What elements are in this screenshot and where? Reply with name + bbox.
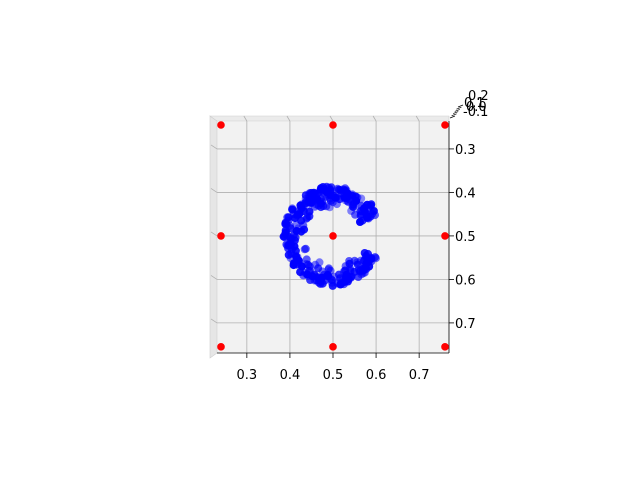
data-point — [347, 206, 356, 215]
data-point — [333, 184, 342, 193]
data-point — [286, 221, 294, 230]
data-point — [355, 267, 364, 276]
grid-hook-y-0 — [210, 144, 218, 150]
data-point — [325, 194, 334, 203]
grid-hook-y-1 — [210, 188, 218, 193]
grid-hook-x-0 — [243, 115, 248, 122]
y-tick-label-2: 0.5 — [455, 230, 476, 245]
data-point — [305, 207, 314, 216]
data-point — [288, 205, 297, 214]
red-marker-3 — [217, 232, 225, 240]
data-point — [345, 259, 354, 268]
data-point — [292, 220, 301, 229]
red-marker-2 — [441, 121, 449, 129]
data-point — [331, 193, 340, 202]
grid-hook-x-4 — [415, 115, 420, 122]
data-point — [311, 260, 320, 269]
grid-hook-y-3 — [210, 275, 218, 280]
z-tick-mark-4 — [456, 106, 462, 110]
data-point — [325, 183, 334, 192]
red-marker-1 — [329, 121, 337, 129]
data-point — [302, 214, 311, 223]
z-tick-label-0: 0.2 — [468, 89, 489, 104]
z-tick-mark-2 — [453, 111, 459, 114]
red-marker-6 — [217, 343, 225, 351]
data-point — [293, 211, 302, 220]
data-point — [364, 257, 373, 266]
data-point — [305, 193, 314, 202]
data-point — [297, 227, 306, 236]
data-point — [290, 242, 299, 251]
data-point — [364, 203, 373, 212]
data-point — [304, 271, 312, 280]
data-point — [293, 260, 302, 269]
red-marker-4 — [329, 232, 337, 240]
data-point — [351, 210, 360, 219]
data-point — [302, 260, 311, 268]
grid-hook-y-2 — [210, 231, 218, 237]
data-point — [317, 277, 326, 286]
data-point — [338, 185, 347, 194]
grid-hook-x-2 — [329, 115, 334, 122]
z-tick-mark-3 — [454, 109, 460, 112]
data-point — [296, 201, 305, 210]
data-point — [344, 275, 353, 284]
data-points — [279, 182, 380, 290]
y-tick-label-0: 0.3 — [455, 143, 476, 158]
z-tick-label-3: -0.1 — [463, 105, 488, 120]
red-marker-5 — [441, 232, 449, 240]
data-point — [368, 209, 377, 218]
data-point — [301, 244, 310, 253]
pane-left-side — [209, 115, 218, 359]
data-point — [299, 221, 308, 230]
z-tick-mark-5 — [457, 104, 464, 108]
y-tick-label-4: 0.7 — [455, 317, 476, 332]
data-point — [342, 192, 351, 200]
y-tick-label-3: 0.6 — [455, 273, 476, 288]
data-point — [341, 266, 350, 275]
red-marker-8 — [441, 343, 449, 351]
data-point — [357, 210, 365, 219]
data-point — [353, 193, 362, 202]
data-point — [281, 229, 290, 238]
data-point — [312, 196, 321, 205]
y-axis-ticks: 0.3 0.4 0.5 0.6 0.7 — [449, 143, 476, 332]
data-point — [283, 213, 292, 222]
data-point — [289, 230, 298, 239]
data-point — [294, 224, 303, 233]
data-point — [324, 265, 333, 274]
data-point — [317, 184, 325, 193]
pane-top-side — [209, 115, 450, 122]
x-tick-label-1: 0.4 — [280, 368, 301, 383]
x-tick-label-3: 0.6 — [366, 368, 387, 383]
red-marker-7 — [329, 343, 337, 351]
z-tick-label-1: 0.1 — [464, 96, 485, 111]
grid-hook-x-1 — [286, 115, 291, 122]
z-axis-ticks: 0.20.10.0-0.1 — [449, 89, 489, 120]
corner-markers — [217, 121, 449, 351]
x-axis-ticks: 0.3 0.4 0.5 0.6 0.7 — [237, 353, 430, 383]
data-point — [325, 203, 334, 212]
red-marker-0 — [217, 121, 225, 129]
grid-hook-y-4 — [210, 318, 218, 324]
x-tick-label-2: 0.5 — [323, 368, 344, 383]
data-point — [328, 281, 337, 290]
z-tick-mark-1 — [451, 113, 457, 117]
z-tick-label-2: 0.0 — [466, 100, 487, 115]
data-point — [323, 271, 332, 280]
x-tick-label-0: 0.3 — [237, 368, 258, 383]
data-point — [286, 254, 295, 263]
data-point — [316, 203, 325, 212]
z-tick-mark-0 — [449, 115, 456, 119]
data-point — [310, 270, 319, 279]
y-tick-label-1: 0.4 — [455, 186, 476, 201]
x-tick-label-4: 0.7 — [409, 368, 430, 383]
grid-hook-x-3 — [372, 115, 377, 122]
data-point — [293, 258, 302, 267]
